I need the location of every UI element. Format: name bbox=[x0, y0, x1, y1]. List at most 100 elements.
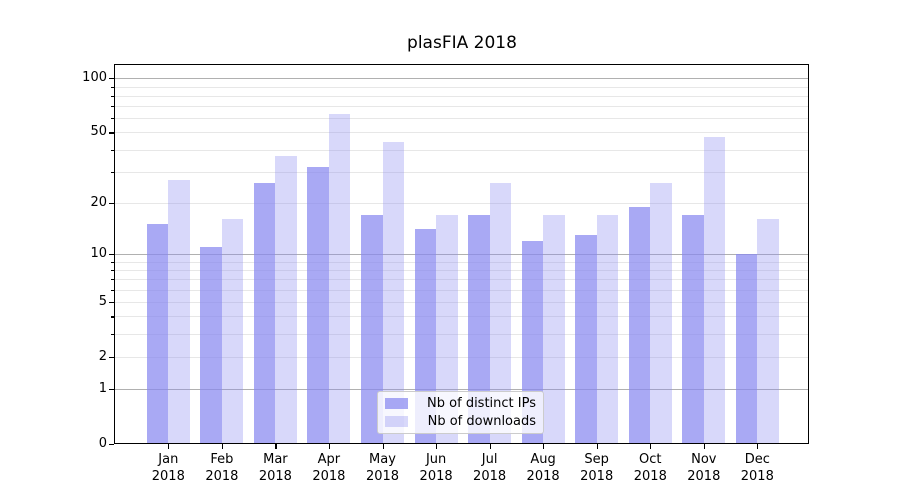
plot-area bbox=[114, 64, 809, 444]
x-tick-mark-may bbox=[382, 444, 384, 449]
bar-sep-distinct-ips bbox=[575, 234, 597, 443]
y-tick-mark-100 bbox=[109, 78, 114, 80]
major-gridline-y1 bbox=[114, 389, 809, 391]
y-tick-label-2: 2 bbox=[98, 348, 107, 364]
bar-mar-downloads bbox=[275, 155, 297, 443]
x-tick-label-feb: Feb 2018 bbox=[205, 452, 239, 484]
bar-dec-downloads bbox=[757, 219, 779, 443]
x-tick-mark-jan bbox=[168, 444, 170, 449]
bar-oct-distinct-ips bbox=[628, 206, 651, 443]
legend-swatch-downloads bbox=[385, 415, 408, 427]
bar-apr-distinct-ips bbox=[307, 166, 329, 443]
x-tick-label-dec: Dec 2018 bbox=[740, 452, 774, 484]
bar-jul-downloads bbox=[489, 182, 512, 443]
y-minor-tick-mark-90 bbox=[111, 86, 114, 88]
bar-jun-downloads bbox=[436, 214, 458, 443]
minor-gridline-y7 bbox=[114, 279, 809, 281]
legend-label-downloads: Nb of downloads bbox=[427, 413, 536, 429]
y-minor-tick-mark-9 bbox=[111, 261, 114, 263]
legend: Nb of distinct IPs Nb of downloads bbox=[377, 391, 544, 434]
minor-gridline-y3 bbox=[114, 334, 809, 336]
y-minor-tick-mark-6 bbox=[111, 289, 114, 291]
x-tick-mark-dec bbox=[757, 444, 759, 449]
y-tick-mark-0 bbox=[109, 444, 114, 446]
x-tick-mark-jun bbox=[436, 444, 438, 449]
x-tick-mark-apr bbox=[328, 444, 331, 449]
x-tick-label-aug: Aug 2018 bbox=[526, 452, 560, 484]
y-minor-tick-mark-50 bbox=[111, 132, 114, 134]
bar-jul-distinct-ips bbox=[468, 214, 490, 443]
x-tick-label-sep: Sep 2018 bbox=[580, 452, 614, 484]
minor-gridline-y20 bbox=[114, 202, 809, 204]
y-tick-mark-1 bbox=[109, 389, 114, 391]
bar-nov-downloads bbox=[703, 137, 726, 443]
legend-item-distinct-ips: Nb of distinct IPs bbox=[385, 395, 536, 412]
minor-gridline-y50 bbox=[114, 132, 809, 134]
y-tick-label-100: 100 bbox=[82, 70, 107, 86]
bar-dec-distinct-ips bbox=[735, 253, 758, 443]
bar-jun-distinct-ips bbox=[414, 229, 437, 443]
x-tick-mark-jul bbox=[489, 444, 491, 449]
bar-may-downloads bbox=[382, 142, 404, 443]
bar-feb-distinct-ips bbox=[200, 247, 222, 443]
y-tick-label-0: 0 bbox=[98, 436, 107, 451]
minor-gridline-y6 bbox=[114, 289, 809, 291]
y-minor-tick-mark-40 bbox=[111, 149, 114, 151]
x-tick-mark-nov bbox=[703, 444, 705, 449]
y-minor-tick-mark-3 bbox=[111, 334, 114, 336]
x-tick-mark-oct bbox=[650, 444, 652, 449]
bar-sep-downloads bbox=[596, 214, 619, 443]
y-tick-label-1: 1 bbox=[98, 381, 107, 397]
y-minor-tick-mark-5 bbox=[111, 302, 114, 304]
y-minor-tick-mark-80 bbox=[111, 95, 114, 97]
y-minor-tick-mark-8 bbox=[111, 269, 114, 272]
bar-may-distinct-ips bbox=[361, 214, 383, 443]
minor-gridline-y60 bbox=[114, 118, 809, 120]
minor-gridline-y8 bbox=[114, 269, 809, 271]
x-tick-mark-feb bbox=[221, 444, 224, 449]
x-tick-mark-mar bbox=[275, 444, 277, 449]
minor-gridline-y40 bbox=[114, 149, 809, 151]
minor-gridline-y4 bbox=[114, 316, 809, 318]
x-tick-label-apr: Apr 2018 bbox=[312, 452, 346, 484]
minor-gridline-y5 bbox=[114, 302, 809, 303]
y-minor-tick-mark-7 bbox=[111, 279, 114, 281]
minor-gridline-y9 bbox=[114, 261, 809, 263]
bar-feb-downloads bbox=[221, 219, 244, 443]
legend-swatch-distinct-ips bbox=[385, 398, 408, 410]
y-tick-label-5: 5 bbox=[98, 294, 107, 309]
y-minor-tick-mark-60 bbox=[111, 118, 114, 120]
minor-gridline-y2 bbox=[114, 356, 809, 358]
minor-gridline-y90 bbox=[114, 86, 809, 88]
minor-gridline-y80 bbox=[114, 95, 809, 97]
y-tick-label-50: 50 bbox=[90, 124, 107, 140]
y-minor-tick-mark-2 bbox=[111, 356, 114, 359]
bar-apr-downloads bbox=[328, 114, 351, 443]
legend-label-distinct-ips: Nb of distinct IPs bbox=[427, 396, 536, 412]
y-minor-tick-mark-30 bbox=[111, 171, 114, 173]
major-gridline-y100 bbox=[114, 78, 809, 80]
y-tick-mark-10 bbox=[109, 253, 114, 256]
x-tick-label-mar: Mar 2018 bbox=[258, 452, 292, 484]
x-tick-label-jul: Jul 2018 bbox=[473, 452, 507, 484]
minor-gridline-y70 bbox=[114, 106, 809, 108]
bar-nov-distinct-ips bbox=[682, 214, 704, 443]
y-minor-tick-mark-70 bbox=[111, 106, 114, 108]
bar-oct-downloads bbox=[650, 182, 672, 443]
x-tick-label-oct: Oct 2018 bbox=[633, 452, 667, 484]
major-gridline-y10 bbox=[114, 253, 809, 255]
x-tick-mark-aug bbox=[543, 444, 545, 449]
legend-item-downloads: Nb of downloads bbox=[385, 413, 536, 430]
bar-aug-downloads bbox=[543, 214, 565, 443]
y-minor-tick-mark-20 bbox=[111, 202, 114, 204]
x-tick-label-jun: Jun 2018 bbox=[419, 452, 453, 484]
x-tick-mark-sep bbox=[596, 444, 598, 449]
bar-mar-distinct-ips bbox=[253, 182, 276, 443]
y-tick-label-10: 10 bbox=[90, 245, 107, 261]
bar-jan-distinct-ips bbox=[146, 224, 169, 443]
x-tick-label-may: May 2018 bbox=[365, 452, 400, 484]
y-minor-tick-mark-4 bbox=[111, 316, 114, 318]
y-tick-label-20: 20 bbox=[90, 194, 107, 210]
chart-title: plasFIA 2018 bbox=[407, 33, 517, 53]
